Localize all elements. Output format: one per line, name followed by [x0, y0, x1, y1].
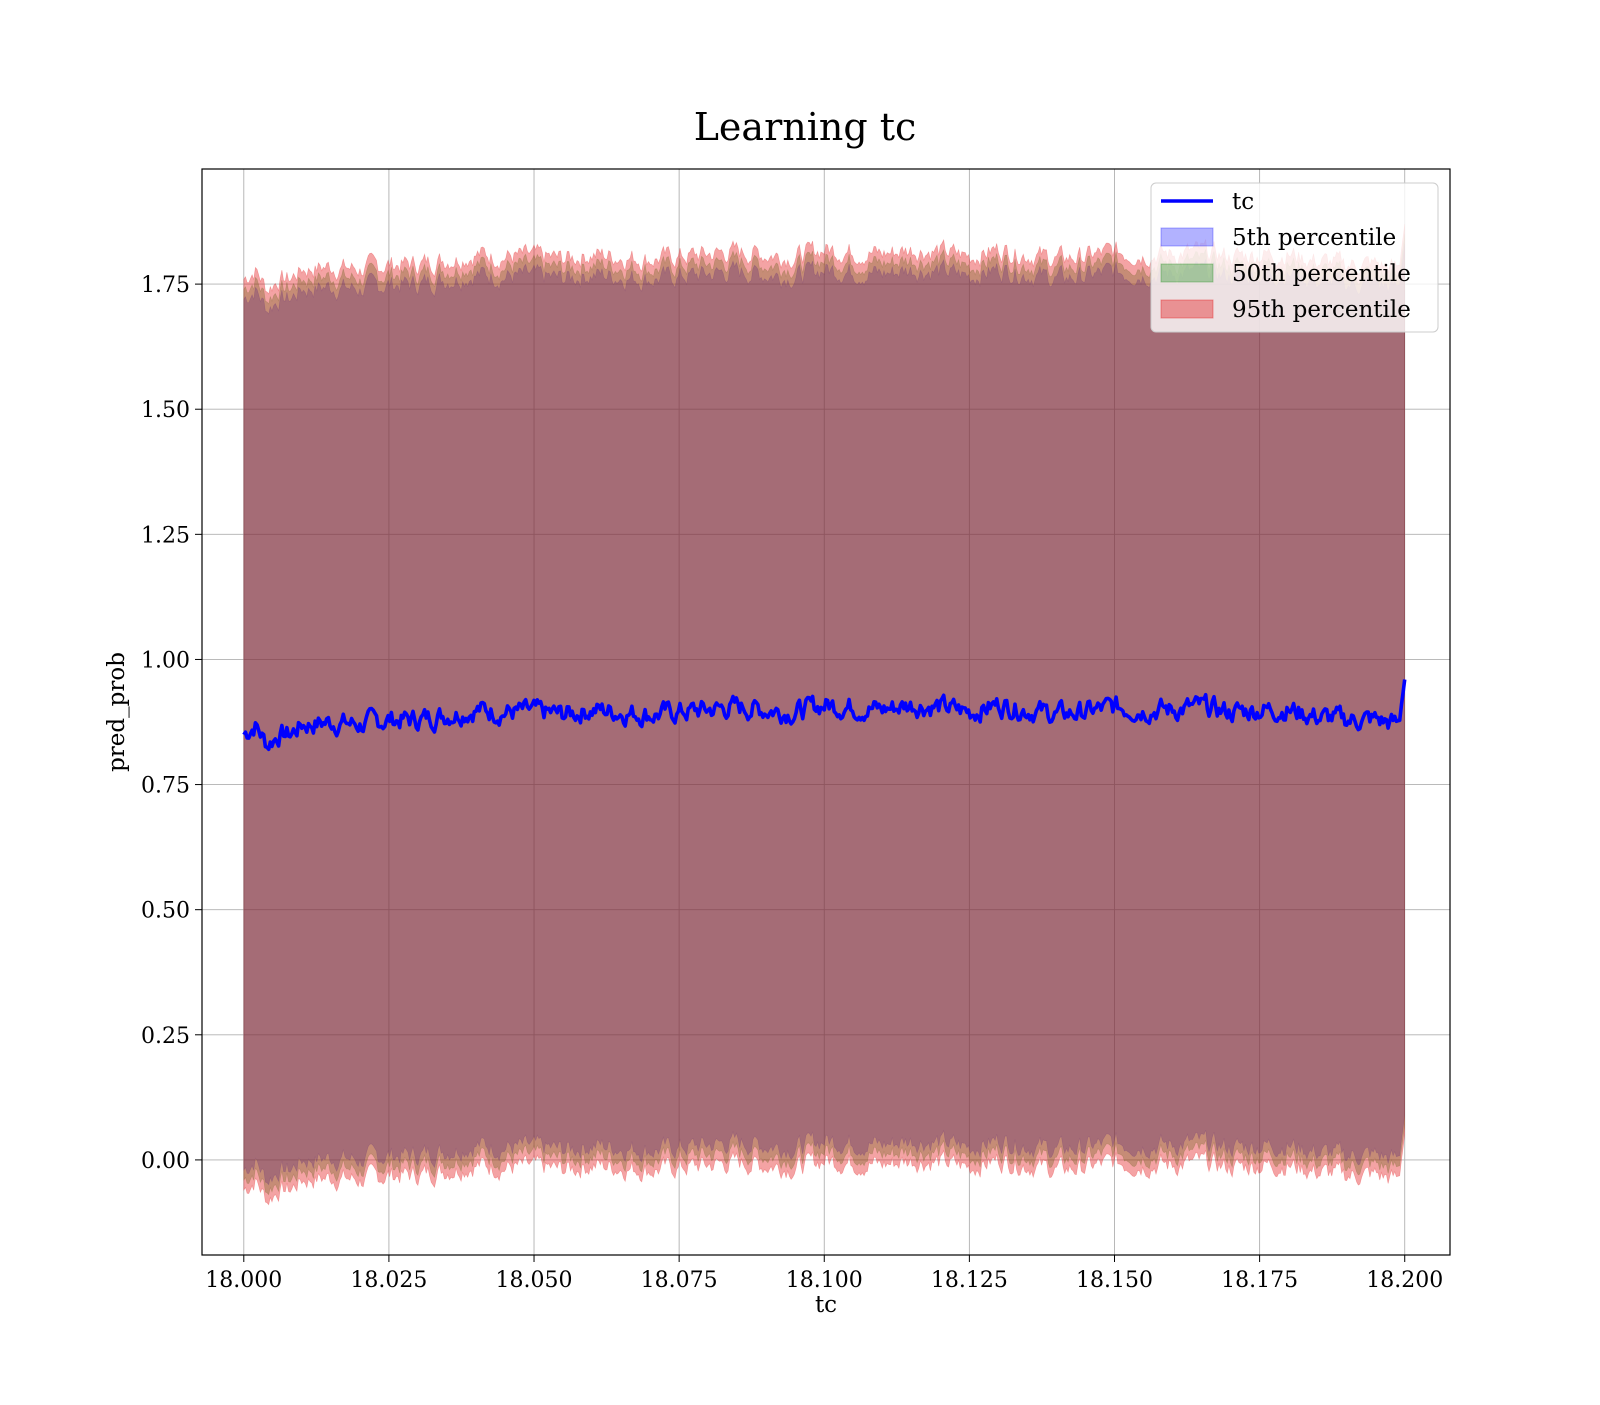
y-axis-label: pred_prob: [104, 652, 130, 772]
legend-box: [1150, 182, 1439, 333]
x-tick-label-8: 18.200: [1366, 1268, 1443, 1293]
legend-item-95th: 95th percentile: [1160, 297, 1411, 323]
y-tick-label-0: 0.00: [141, 1149, 190, 1174]
legend-label-95th: 95th percentile: [1232, 297, 1411, 323]
plot-area: [201, 168, 1451, 1256]
percentile-bands: [243, 224, 1405, 1206]
x-axis: 18.000 18.025 18.050 18.075 18.100 18.125 18.1…: [205, 1255, 1443, 1293]
x-tick-label-3: 18.075: [641, 1268, 718, 1293]
band-50th-percentile: [243, 234, 1405, 1196]
x-tick-label-4: 18.100: [786, 1268, 863, 1293]
y-tick-label-4: 1.00: [141, 648, 190, 673]
x-tick-label-5: 18.125: [931, 1268, 1008, 1293]
band-5th-percentile: [243, 244, 1405, 1186]
legend: tc 5th percentile 50th percentile 95th p…: [1150, 182, 1439, 333]
legend-swatch-50th: [1160, 263, 1214, 283]
y-tick-label-5: 1.25: [141, 523, 190, 548]
x-axis-label: tc: [815, 1292, 837, 1318]
legend-swatch-5th: [1160, 227, 1214, 247]
legend-swatch-95th: [1160, 299, 1214, 319]
legend-label-50th: 50th percentile: [1232, 261, 1411, 287]
y-axis: 0.00 0.25 0.50 0.75 1.00 1.25 1.50 1.75: [141, 273, 202, 1174]
x-tick-label-0: 18.000: [205, 1268, 282, 1293]
legend-item-50th: 50th percentile: [1160, 261, 1411, 287]
plot-frame: [201, 168, 1451, 1256]
y-tick-label-2: 0.50: [141, 899, 190, 924]
legend-item-5th: 5th percentile: [1160, 225, 1396, 251]
band-95th-percentile: [243, 224, 1405, 1206]
y-tick-label-1: 0.25: [141, 1024, 190, 1049]
series-line-tc: [242, 679, 1407, 752]
y-tick-label-3: 0.75: [141, 774, 190, 799]
y-tick-label-6: 1.50: [141, 398, 190, 423]
x-tick-label-6: 18.150: [1076, 1268, 1153, 1293]
legend-label-5th: 5th percentile: [1232, 225, 1396, 251]
legend-label-tc: tc: [1232, 189, 1254, 215]
x-tick-label-1: 18.025: [350, 1268, 427, 1293]
x-tick-label-7: 18.175: [1221, 1268, 1298, 1293]
y-tick-label-7: 1.75: [141, 273, 190, 298]
chart-title: Learning tc: [694, 105, 917, 149]
legend-item-tc: tc: [1161, 189, 1254, 215]
x-tick-label-2: 18.050: [496, 1268, 573, 1293]
tc-line-layer: [242, 679, 1407, 752]
